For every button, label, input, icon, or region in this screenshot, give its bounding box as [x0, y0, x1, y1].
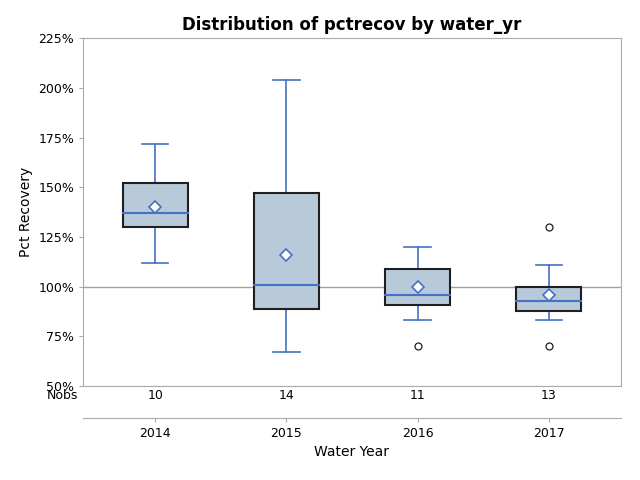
Bar	[122, 183, 188, 227]
Bar	[385, 269, 451, 305]
Text: 13: 13	[541, 389, 557, 402]
Text: 11: 11	[410, 389, 426, 402]
Y-axis label: Pct Recovery: Pct Recovery	[19, 167, 33, 257]
Text: Nobs: Nobs	[47, 389, 78, 402]
X-axis label: Water Year: Water Year	[314, 445, 390, 459]
Title: Distribution of pctrecov by water_yr: Distribution of pctrecov by water_yr	[182, 16, 522, 34]
Bar	[253, 193, 319, 309]
Text: 10: 10	[147, 389, 163, 402]
Text: 14: 14	[278, 389, 294, 402]
Bar	[516, 287, 582, 311]
